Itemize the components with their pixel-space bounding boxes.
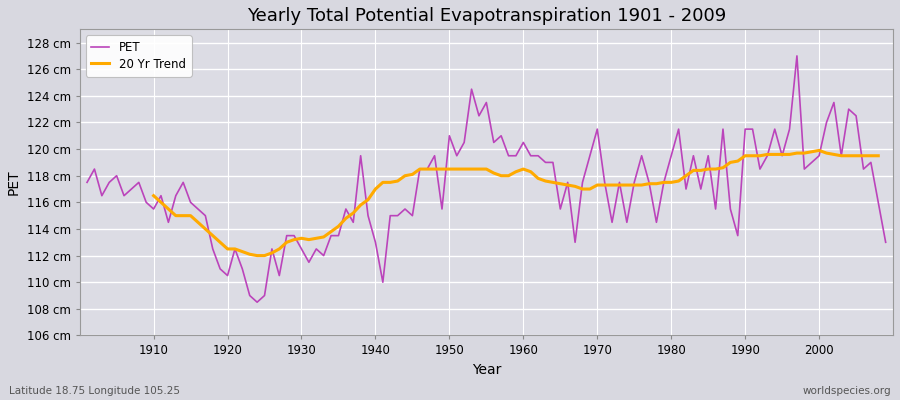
PET — [518, 140, 528, 145]
Title: Yearly Total Potential Evapotranspiration 1901 - 2009: Yearly Total Potential Evapotranspiratio… — [247, 7, 726, 25]
Text: worldspecies.org: worldspecies.org — [803, 386, 891, 396]
20 Yr Trend — [540, 179, 551, 184]
20 Yr Trend — [148, 193, 159, 198]
20 Yr Trend — [518, 167, 528, 172]
20 Yr Trend — [348, 210, 359, 215]
PET — [140, 200, 151, 205]
Text: Latitude 18.75 Longitude 105.25: Latitude 18.75 Longitude 105.25 — [9, 386, 180, 396]
20 Yr Trend — [725, 160, 736, 165]
Line: PET: PET — [87, 56, 886, 302]
PET — [880, 240, 891, 245]
PET — [82, 180, 93, 185]
Line: 20 Yr Trend: 20 Yr Trend — [154, 150, 878, 256]
PET — [614, 180, 625, 185]
Y-axis label: PET: PET — [7, 170, 21, 195]
20 Yr Trend — [326, 229, 337, 234]
20 Yr Trend — [252, 253, 263, 258]
PET — [310, 246, 321, 251]
PET — [356, 153, 366, 158]
Legend: PET, 20 Yr Trend: PET, 20 Yr Trend — [86, 35, 192, 76]
PET — [791, 54, 802, 58]
PET — [252, 300, 263, 304]
20 Yr Trend — [377, 180, 388, 185]
20 Yr Trend — [873, 153, 884, 158]
PET — [526, 153, 536, 158]
20 Yr Trend — [814, 148, 824, 153]
X-axis label: Year: Year — [472, 363, 501, 377]
